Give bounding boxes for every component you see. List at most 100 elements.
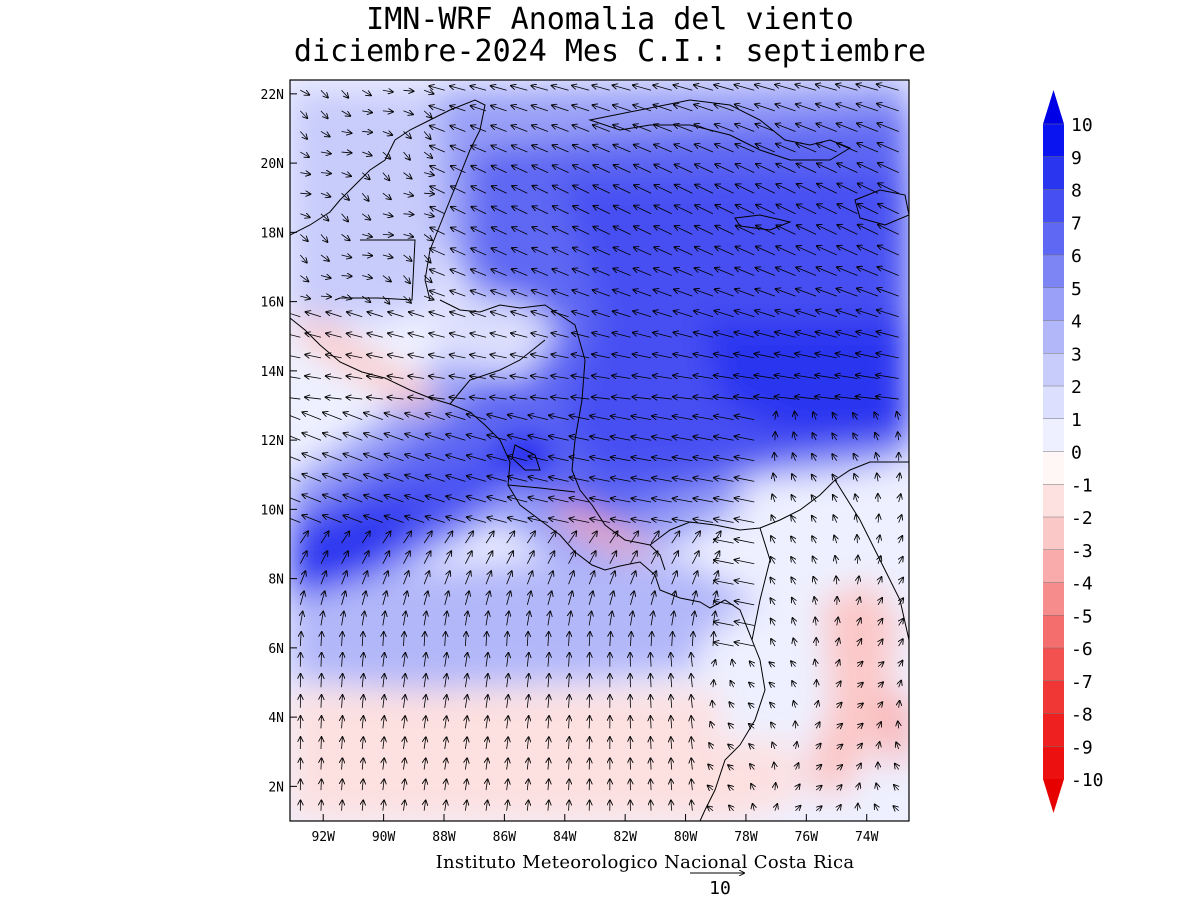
wind-arrow <box>815 660 816 667</box>
wind-arrow <box>511 376 528 379</box>
wind-arrow <box>511 397 528 399</box>
wind-arrow <box>382 551 389 564</box>
wind-arrow <box>854 454 858 461</box>
wind-arrow <box>388 333 404 338</box>
wind-arrow <box>361 213 370 220</box>
wind-arrow <box>610 632 611 647</box>
wind-arrow <box>342 591 346 605</box>
wind-arrow <box>467 517 487 523</box>
wind-arrow <box>795 354 817 359</box>
wind-arrow <box>796 784 800 791</box>
wind-arrow <box>532 269 549 276</box>
wind-arrow <box>769 662 774 666</box>
colorbar-segment <box>1043 517 1064 551</box>
wind-arrow <box>611 436 631 441</box>
wind-arrow <box>736 184 755 194</box>
wind-arrow <box>549 436 569 441</box>
wind-arrow <box>755 85 775 91</box>
wind-arrow <box>634 268 652 276</box>
wind-arrow <box>877 288 899 297</box>
wind-arrow <box>362 612 364 626</box>
wind-arrow <box>320 110 328 118</box>
wind-arrow <box>300 131 307 138</box>
wind-arrow <box>650 531 659 544</box>
wind-arrow <box>487 497 507 503</box>
wind-arrow <box>754 375 775 378</box>
wind-arrow <box>548 653 549 667</box>
wind-arrow <box>569 653 570 667</box>
wind-arrow <box>593 206 610 215</box>
wind-arrow <box>486 758 488 770</box>
wind-arrow <box>674 105 693 112</box>
wind-arrow <box>857 267 879 276</box>
wind-arrow <box>290 517 301 523</box>
wind-arrow <box>424 737 426 750</box>
wind-arrow <box>429 333 445 338</box>
wind-arrow <box>290 376 301 379</box>
wind-arrow <box>876 375 899 379</box>
wind-arrow <box>320 296 331 297</box>
wind-arrow <box>342 800 343 811</box>
wind-arrow <box>552 311 569 318</box>
wind-arrow <box>751 784 754 791</box>
wind-arrow <box>673 457 693 462</box>
y-tick-label: 2N <box>268 780 284 795</box>
wind-arrow <box>837 124 858 132</box>
map-title-line1: IMN-WRF Anomalia del viento <box>366 2 854 37</box>
wind-arrow <box>590 416 610 421</box>
wind-arrow <box>492 186 507 194</box>
wind-arrow <box>326 397 342 399</box>
wind-arrow <box>341 213 348 222</box>
wind-arrow <box>385 454 404 462</box>
wind-arrow <box>754 397 775 399</box>
wind-arrow <box>446 414 466 421</box>
wind-arrow <box>877 84 899 91</box>
wind-arrow <box>403 151 409 160</box>
wind-arrow <box>857 639 861 647</box>
wind-arrow <box>816 701 818 708</box>
wind-arrow <box>792 618 795 626</box>
wind-arrow <box>735 124 755 132</box>
wind-arrow <box>673 375 693 378</box>
wind-arrow <box>671 716 672 729</box>
wind-arrow <box>857 724 862 729</box>
wind-arrow <box>857 288 879 297</box>
wind-arrow <box>770 598 774 606</box>
wind-arrow <box>875 433 878 441</box>
wind-arrow <box>672 591 676 605</box>
wind-arrow <box>693 437 714 441</box>
wind-arrow <box>367 333 383 338</box>
wind-arrow <box>321 653 322 667</box>
wind-arrow <box>776 144 796 153</box>
colorbar-label: 7 <box>1071 213 1082 234</box>
wind-arrow <box>878 577 881 585</box>
wind-arrow <box>512 125 528 132</box>
wind-arrow <box>341 571 347 585</box>
wind-arrow <box>756 268 776 276</box>
wind-arrow <box>486 801 487 811</box>
wind-arrow <box>614 165 631 173</box>
wind-arrow <box>450 86 466 91</box>
colorbar-segment <box>1043 713 1064 747</box>
wind-arrow <box>290 476 301 482</box>
wind-arrow <box>532 206 549 215</box>
wind-arrow <box>323 433 342 441</box>
wind-arrow <box>527 591 531 605</box>
wind-arrow <box>465 591 469 605</box>
wind-arrow <box>797 246 817 256</box>
wind-arrow <box>527 801 528 811</box>
wind-arrow <box>403 214 413 215</box>
colorbar-label: -5 <box>1071 606 1093 627</box>
wind-arrow <box>362 695 363 708</box>
wind-arrow <box>853 413 857 420</box>
wind-arrow <box>465 801 467 811</box>
wind-arrow <box>383 632 384 647</box>
wind-arrow <box>465 612 467 626</box>
wind-arrow <box>755 310 776 318</box>
wind-arrow <box>654 145 672 153</box>
wind-arrow <box>612 397 631 399</box>
wind-arrow <box>403 591 407 605</box>
wind-arrow <box>320 131 330 136</box>
wind-arrow <box>302 474 322 482</box>
wind-arrow <box>450 333 466 338</box>
